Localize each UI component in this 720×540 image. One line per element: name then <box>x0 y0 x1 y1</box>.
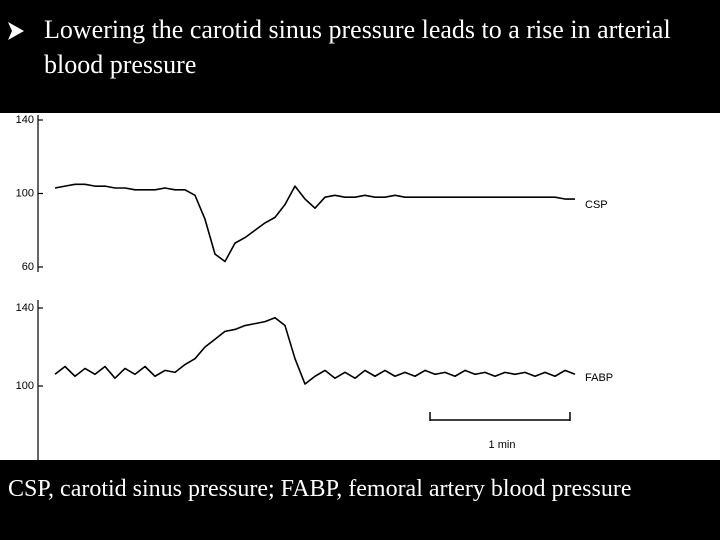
bullet-arrow <box>8 22 24 40</box>
caption: CSP, carotid sinus pressure; FABP, femor… <box>8 476 632 502</box>
trace <box>54 183 575 263</box>
scale-bar-label: 1 min <box>489 439 516 451</box>
y-tick-label: 100 <box>16 380 34 392</box>
y-tick-label: 100 <box>16 187 34 199</box>
trace-label: FABP <box>585 372 613 384</box>
y-tick-label: 60 <box>22 261 34 273</box>
y-tick-label: 140 <box>16 114 34 126</box>
trace-label: CSP <box>585 199 608 211</box>
bullet-text: Lowering the carotid sinus pressure lead… <box>44 15 671 79</box>
chart-background <box>0 113 720 460</box>
trace <box>54 316 576 385</box>
y-tick-label: 140 <box>16 302 34 314</box>
